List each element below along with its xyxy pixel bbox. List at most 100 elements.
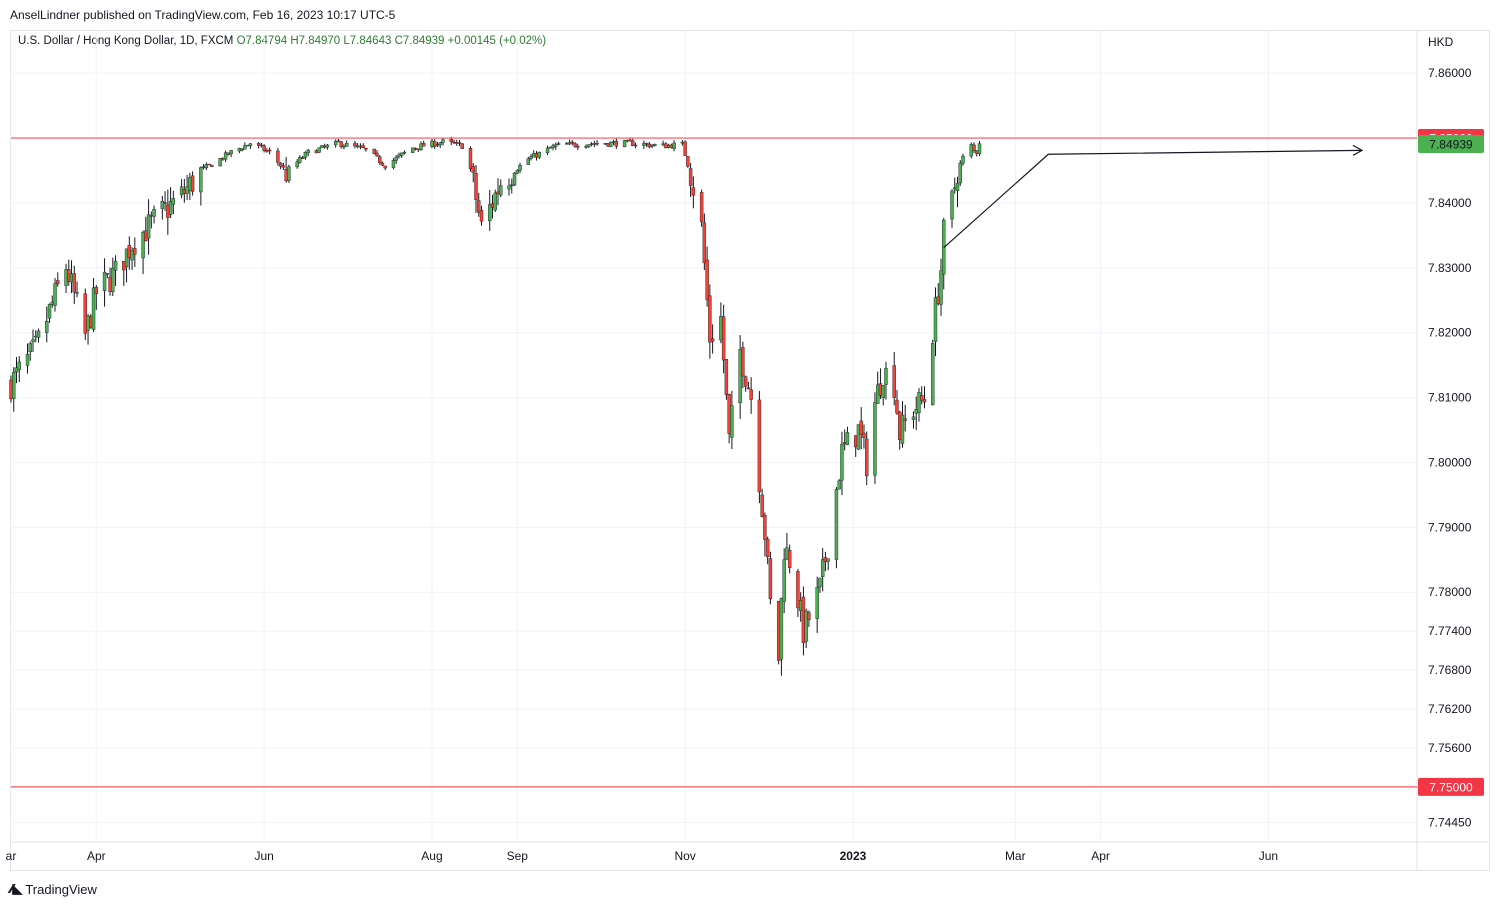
candle-body (67, 269, 71, 282)
candle-body (818, 577, 822, 588)
candle-body (854, 435, 858, 448)
candle-body (859, 420, 863, 436)
candle-body (953, 187, 957, 190)
candle-body (333, 141, 338, 146)
candle-body (625, 140, 630, 142)
candle-body (873, 402, 877, 476)
candle-body (105, 273, 110, 275)
candle-body (12, 372, 16, 399)
candle-body (413, 147, 418, 150)
candle-body (691, 187, 696, 196)
candle-body (91, 287, 96, 330)
ohlc-low: L7.84643 (343, 35, 392, 47)
candle-body (361, 145, 365, 148)
y-tick-label: 7.86000 (1428, 66, 1472, 80)
y-tick-label: 7.79000 (1428, 520, 1472, 534)
candle-body (14, 367, 19, 373)
candle-body (898, 411, 902, 440)
candle-body (168, 201, 173, 215)
candle-body (344, 143, 349, 147)
candle-body (416, 148, 420, 151)
level-price-label: 7.75000 (1429, 780, 1473, 794)
candle-body (878, 383, 883, 396)
candle-body (460, 143, 464, 149)
candle-body (614, 140, 619, 147)
candle-body (276, 150, 280, 163)
candle-body (884, 367, 888, 385)
candle-body (36, 330, 41, 338)
x-tick-label: Aug (421, 849, 442, 863)
x-tick-label: Apr (87, 849, 106, 863)
candle-body (452, 141, 456, 144)
candle-body (50, 301, 54, 305)
candle-body (300, 157, 305, 159)
candle-body (672, 142, 676, 149)
candle-body (815, 586, 819, 619)
candle-body (144, 230, 148, 242)
x-tick-label: Jun (1259, 849, 1278, 863)
candle-body (433, 141, 437, 147)
candle-body (221, 157, 225, 160)
candle-body (719, 316, 723, 341)
candle-body (355, 145, 360, 148)
candle-body (801, 596, 806, 643)
candle-body (545, 147, 550, 153)
candle-body (113, 260, 118, 271)
candle-body (950, 190, 954, 220)
candle-body (449, 138, 453, 142)
candle-body (862, 432, 866, 438)
candle-body (339, 141, 343, 147)
candle-body (900, 414, 905, 444)
candle-body (166, 204, 170, 218)
x-tick-label: Mar (1005, 849, 1026, 863)
candle-body (259, 144, 264, 147)
trend-arrow-line (943, 149, 1362, 249)
candle-body (895, 399, 899, 414)
candle-body (303, 152, 308, 158)
candle-body (488, 204, 492, 222)
candle-body (933, 297, 938, 342)
y-tick-label: 7.78000 (1428, 585, 1472, 599)
candle-body (892, 365, 896, 398)
tradingview-footer[interactable]: ⁄⁄◣ TradingView (10, 881, 97, 897)
x-tick-label: Jun (254, 849, 273, 863)
candle-body (435, 144, 440, 147)
candle-body (595, 142, 599, 145)
candle-body (287, 166, 291, 181)
ohlc-open: O7.84794 (236, 35, 288, 47)
candle-body (262, 145, 266, 151)
candle-body (149, 215, 154, 217)
candle-body (779, 597, 784, 660)
candle-body (798, 600, 803, 611)
last-price-label: 7.84939 (1429, 138, 1473, 152)
x-tick-label: 2023 (840, 849, 867, 863)
price-change: +0.00145 (+0.02%) (447, 35, 547, 47)
candle-body (31, 339, 35, 343)
candle-body (210, 164, 214, 167)
candle-body (922, 399, 927, 403)
currency-label: HKD (1428, 35, 1454, 49)
candle-body (207, 163, 211, 166)
candle-body (490, 203, 495, 208)
tradingview-brand: TradingView (25, 881, 97, 897)
candle-body (430, 140, 434, 147)
candle-body (603, 143, 608, 145)
candle-body (278, 162, 283, 167)
candle-body (479, 210, 484, 222)
candle-body (842, 442, 847, 444)
candle-body (317, 147, 321, 153)
candle-body (787, 550, 792, 568)
candle-body (204, 164, 209, 169)
candle-body (702, 222, 707, 264)
candle-body (468, 148, 473, 169)
candle-body (179, 186, 184, 196)
candle-body (380, 162, 385, 166)
candle-body (567, 142, 572, 145)
candle-body (532, 153, 536, 158)
candle-body (609, 142, 613, 147)
candle-body (664, 143, 668, 149)
candle-body (17, 361, 21, 370)
candle-body (394, 156, 398, 161)
candle-body (86, 315, 90, 331)
